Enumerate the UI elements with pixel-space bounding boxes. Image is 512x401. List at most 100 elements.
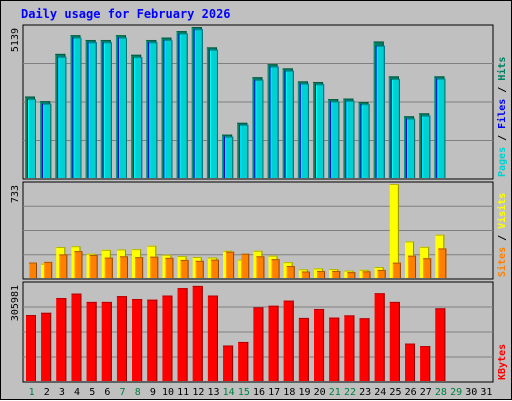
bar-sites-day-1 <box>29 262 37 278</box>
bar-kbytes-day-18 <box>283 300 294 381</box>
bar-pages-day-24 <box>376 45 385 178</box>
bar-pages-day-3 <box>58 56 67 179</box>
bar-pages-day-14 <box>225 136 234 178</box>
x-tick-label: 28 <box>435 387 447 398</box>
x-tick-label: 21 <box>329 387 341 398</box>
bar-sites-day-22 <box>347 272 356 278</box>
x-tick-label: 25 <box>389 387 401 398</box>
y-axis-label-part: / <box>497 229 508 247</box>
x-tick-label: 3 <box>59 387 65 398</box>
y-axis-label-part: Files <box>496 99 508 129</box>
bar-pages-day-8 <box>134 57 143 178</box>
bar-kbytes-day-9 <box>147 299 158 381</box>
bar-kbytes-day-7 <box>116 296 127 381</box>
bar-pages-day-16 <box>255 79 264 178</box>
bar-kbytes-day-1 <box>26 315 36 381</box>
x-tick-label: 14 <box>223 387 235 398</box>
bar-sites-day-15 <box>241 253 250 278</box>
bar-kbytes-day-6 <box>101 301 112 381</box>
bar-sites-day-4 <box>74 251 83 278</box>
x-tick-label: 17 <box>268 387 280 398</box>
x-tick-label: 22 <box>344 387 356 398</box>
bar-kbytes-day-8 <box>132 299 143 381</box>
panel-visits-sites: 733 Sites / Visits <box>10 181 508 280</box>
x-tick-label: 15 <box>238 387 250 398</box>
bar-sites-day-27 <box>423 258 432 278</box>
bar-pages-day-21 <box>331 101 340 178</box>
x-tick-label: 26 <box>405 387 417 398</box>
x-tick-label: 19 <box>298 387 310 398</box>
panel-hits-files-pages: 5139 Pages / Files / Hits <box>10 24 508 180</box>
bar-sites-day-7 <box>119 256 128 278</box>
bar-pages-day-17 <box>270 66 279 178</box>
bar-pages-day-5 <box>88 42 97 178</box>
bar-kbytes-day-27 <box>420 346 431 381</box>
bar-kbytes-day-20 <box>314 308 325 381</box>
y-axis-label-part: / <box>497 129 508 147</box>
bar-kbytes-day-19 <box>298 317 309 381</box>
bar-sites-day-12 <box>195 260 204 278</box>
chart-panels: 5139 Pages / Files / Hits 733 Sites / Visit… <box>10 24 508 383</box>
bar-pages-day-20 <box>316 84 325 178</box>
x-tick-label: 18 <box>283 387 295 398</box>
bar-kbytes-day-22 <box>344 315 355 381</box>
bar-sites-day-3 <box>59 254 68 278</box>
bar-pages-day-4 <box>73 37 82 178</box>
bar-sites-day-10 <box>165 257 174 278</box>
bar-sites-day-2 <box>44 261 53 278</box>
bar-kbytes-day-4 <box>71 293 82 381</box>
bar-sites-day-6 <box>104 257 113 278</box>
x-tick-label: 29 <box>450 387 462 398</box>
y-axis-label: Sites / Visits <box>496 193 508 277</box>
bar-sites-day-21 <box>332 270 341 278</box>
x-axis-labels: 1 2 3 4 5 6 7 8 9 10 11 12 13 14 15 16 17 18 19 20 21 22 23 24 2… <box>29 387 493 398</box>
bar-kbytes-day-16 <box>253 307 264 381</box>
x-tick-label: 23 <box>359 387 371 398</box>
bar-sites-day-13 <box>210 259 219 278</box>
x-tick-label: 6 <box>104 387 110 398</box>
x-tick-label: 16 <box>253 387 265 398</box>
x-tick-label: 27 <box>420 387 432 398</box>
y-max-label: 733 <box>10 185 21 203</box>
bar-pages-day-27 <box>422 115 431 178</box>
x-tick-label: 30 <box>465 387 477 398</box>
y-axis-label: KBytes <box>497 344 508 380</box>
panel-kbytes: 305981 KBytes <box>10 281 508 383</box>
x-tick-label: 12 <box>192 387 204 398</box>
x-tick-label: 9 <box>150 387 156 398</box>
bar-pages-day-12 <box>194 29 203 179</box>
bar-sites-day-18 <box>286 266 295 278</box>
bar-kbytes-day-12 <box>192 285 203 381</box>
x-tick-label: 4 <box>74 387 80 398</box>
bar-kbytes-day-3 <box>56 298 67 381</box>
bar-kbytes-day-25 <box>389 301 400 381</box>
bar-sites-day-23 <box>362 271 371 278</box>
bar-kbytes-day-17 <box>268 305 279 381</box>
bar-sites-day-9 <box>150 256 159 278</box>
chart-title: Daily usage for February 2026 <box>21 7 231 21</box>
bar-kbytes-day-28 <box>435 308 446 381</box>
bar-sites-day-19 <box>301 271 310 278</box>
y-axis-label-part: / <box>497 81 508 99</box>
bar-pages-day-25 <box>391 79 400 178</box>
bar-sites-day-14 <box>226 251 235 278</box>
bar-kbytes-day-21 <box>329 317 340 381</box>
y-axis-label-part: Pages <box>497 147 508 177</box>
bar-visits-day-25 <box>389 184 399 278</box>
bar-kbytes-day-14 <box>223 345 234 381</box>
y-axis-label-part: Hits <box>496 57 508 81</box>
bar-pages-day-22 <box>346 100 355 178</box>
x-tick-label: 10 <box>162 387 174 398</box>
bar-pages-day-19 <box>300 83 309 178</box>
x-tick-label: 5 <box>89 387 95 398</box>
bar-sites-day-8 <box>135 257 144 278</box>
bar-sites-day-5 <box>89 255 98 278</box>
y-axis-label-part: KBytes <box>497 344 508 380</box>
bar-kbytes-day-15 <box>238 341 249 381</box>
bar-kbytes-day-11 <box>177 288 188 381</box>
x-tick-label: 11 <box>177 387 189 398</box>
bar-kbytes-day-24 <box>374 293 385 381</box>
bar-sites-day-17 <box>271 259 280 278</box>
y-max-label: 5139 <box>10 28 21 52</box>
